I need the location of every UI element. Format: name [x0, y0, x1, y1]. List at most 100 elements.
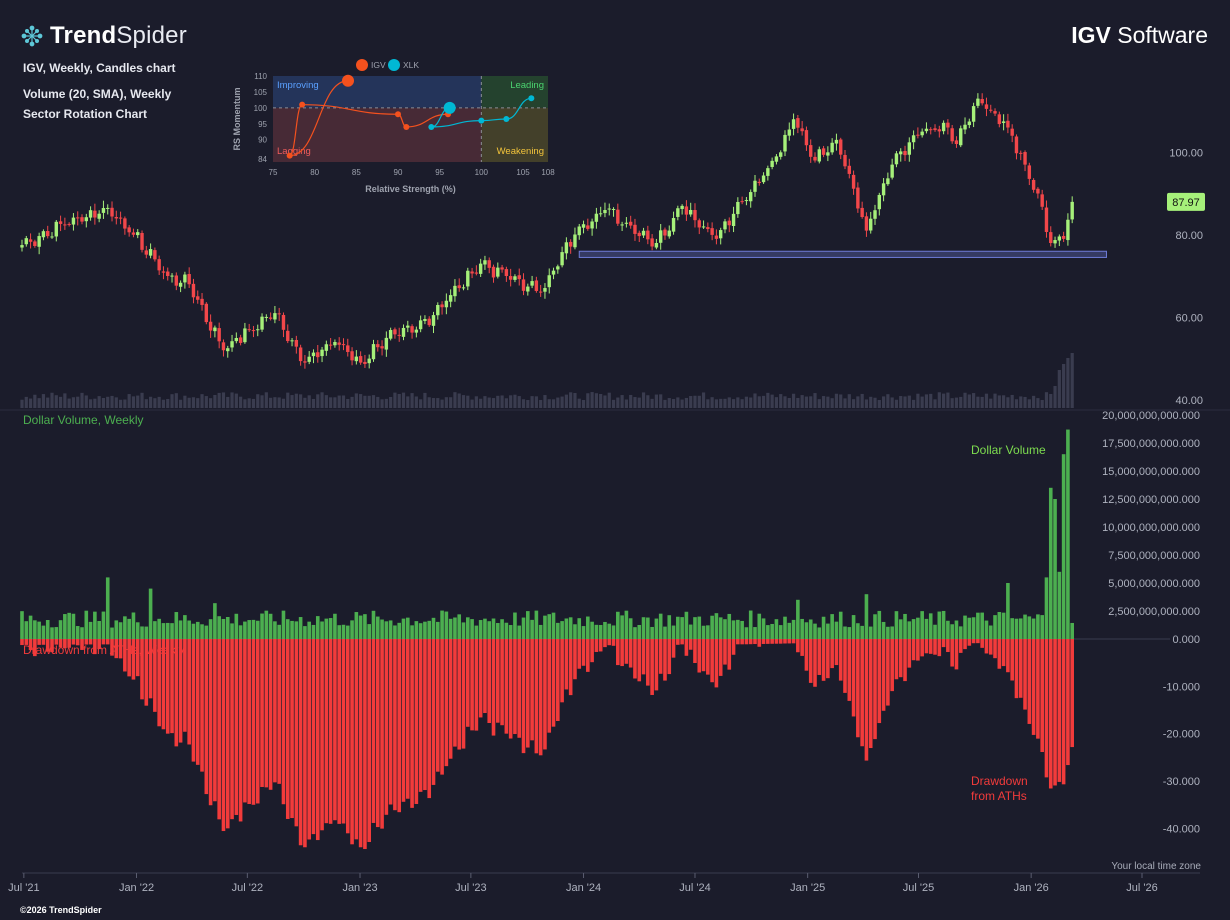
dollar-volume-bar	[928, 613, 933, 639]
drawdown-bar	[221, 639, 226, 832]
candle-body	[491, 266, 496, 278]
drawdown-bar	[54, 639, 59, 645]
volume-bar	[719, 398, 723, 408]
candle-body	[28, 239, 33, 242]
volume-bar	[830, 398, 834, 408]
drawdown-bar	[796, 639, 800, 653]
drawdown-bar	[45, 639, 50, 652]
drawdown-bar	[838, 639, 843, 681]
candle-body	[457, 285, 461, 289]
dollar-volume-bar	[290, 620, 294, 639]
dollar-volume-bar	[800, 618, 804, 639]
drawdown-bar	[67, 639, 71, 648]
rrg-info-line[interactable]: Sector Rotation Chart	[23, 107, 148, 121]
indicator-info-line[interactable]: Volume (20, SMA), Weekly	[23, 87, 172, 101]
volume-bar	[329, 397, 333, 408]
rrg-legend-marker	[388, 59, 400, 71]
dollar-volume-bar	[637, 624, 642, 639]
drawdown-bar	[470, 639, 474, 731]
drawdown-bar	[1006, 639, 1010, 673]
candle-body	[97, 213, 101, 219]
dollar-volume-bar	[140, 626, 144, 639]
candle-body	[483, 260, 487, 265]
drawdown-bar	[783, 639, 787, 644]
drawdown-bar	[195, 639, 200, 765]
volume-bar	[269, 397, 273, 408]
timezone-label[interactable]: Your local time zone	[1111, 861, 1201, 872]
volume-bar	[997, 395, 1001, 408]
volume-bar	[976, 396, 980, 408]
volume-bar	[131, 396, 136, 408]
drawdown-bar	[165, 639, 170, 734]
volume-bar	[264, 392, 268, 408]
candle-body	[946, 122, 950, 128]
dollar-volume-bar	[881, 621, 886, 639]
dollar-volume-bar	[937, 611, 942, 639]
dollar-volume-bar	[796, 599, 800, 639]
candle-body	[517, 275, 521, 280]
chart-info-line[interactable]: IGV, Weekly, Candles chart	[23, 61, 176, 75]
volume-bar	[599, 393, 603, 408]
dollar-volume-bar	[556, 622, 560, 639]
dollar-volume-bar	[821, 616, 826, 639]
drawdown-bar	[997, 639, 1002, 669]
candle-body	[406, 325, 410, 328]
candle-body	[680, 205, 684, 209]
dollar-volume-bar	[671, 625, 676, 639]
dollar-volume-bar	[110, 627, 114, 639]
volume-bar	[204, 396, 208, 408]
volume-bar	[509, 395, 513, 408]
drawdown-bar	[63, 639, 67, 649]
dollar-volume-bar	[766, 625, 770, 639]
rrg-x-tick-label: 80	[310, 168, 319, 177]
dollar-volume-bar	[474, 625, 479, 639]
brand-logo: TrendSpider	[20, 22, 187, 50]
candle-body	[436, 304, 440, 316]
dollar-volume-bar	[20, 611, 24, 639]
drawdown-bar	[517, 639, 522, 738]
dollar-volume-bar	[941, 610, 946, 639]
drawdown-bar	[603, 639, 607, 648]
candle-body	[753, 180, 757, 192]
drawdown-bar	[453, 639, 457, 747]
volume-bar	[646, 395, 650, 408]
candle-body	[397, 334, 401, 336]
drawdown-bar	[770, 639, 774, 644]
candle-body	[217, 328, 221, 342]
rrg-quadrant-label: Leading	[510, 80, 544, 91]
volume-bar	[419, 399, 423, 408]
drawdown-bar	[551, 639, 556, 727]
dollar-volume-bar	[628, 618, 633, 639]
volume-bar	[273, 397, 277, 408]
drawdown-bar	[401, 639, 406, 802]
dollar-volume-bar	[384, 621, 389, 639]
candle-body	[697, 220, 701, 228]
volume-bar	[1010, 394, 1014, 408]
dollar-volume-bar	[993, 615, 997, 639]
rrg-point-xlk	[503, 116, 510, 122]
candle-body	[268, 317, 273, 319]
volume-bar	[423, 392, 427, 408]
dollar-volume-bar	[624, 610, 629, 639]
volume-bar	[941, 393, 946, 408]
candle-body	[127, 227, 131, 233]
volume-bar	[127, 394, 131, 408]
drawdown-bar	[646, 639, 650, 686]
drawdown-bar	[75, 639, 80, 646]
volume-bar	[93, 398, 97, 408]
dollar-volume-bar	[393, 625, 397, 639]
drawdown-bar	[465, 639, 470, 727]
rrg-y-tick-label: 90	[258, 136, 267, 145]
dollar-volume-bar	[405, 617, 410, 639]
volume-bar	[899, 396, 903, 408]
drawdown-bar	[1048, 639, 1053, 789]
candle-body	[500, 267, 504, 270]
volume-bar	[337, 395, 341, 408]
candle-body	[701, 226, 706, 228]
volume-bar	[200, 394, 204, 408]
dollar-volume-bar	[54, 627, 59, 639]
candle-body	[418, 320, 423, 330]
candle-body	[256, 329, 260, 331]
rrg-x-tick-label: 90	[394, 168, 403, 177]
